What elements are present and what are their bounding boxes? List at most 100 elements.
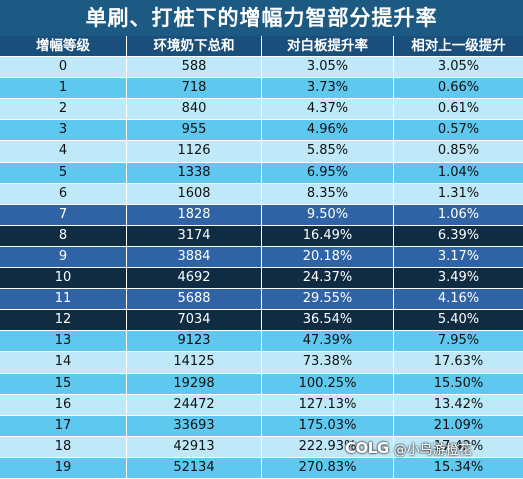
table-row: 2 840 4.37% 0.61% — [0, 99, 523, 121]
data-table: 增幅等级 环境奶下总和 对白板提升率 相对上一级提升 0 588 3.05% 3.05… — [0, 36, 523, 479]
cell-total: 3174 — [127, 225, 262, 246]
header-vs-base: 对白板提升率 — [262, 36, 394, 57]
cell-vs-prev: 0.85% — [437, 143, 480, 159]
cell-vs-base: 4.37% — [262, 99, 394, 120]
cell-vs-base: 5.85% — [262, 141, 394, 162]
cell-total: 1828 — [127, 204, 262, 225]
cell-vs-base: 4.96% — [262, 120, 394, 141]
cell-vs-prev: 4.16% — [437, 291, 480, 307]
table-row: 12 7034 36.54% 5.40% — [0, 310, 523, 332]
cell-vs-base: 8.35% — [262, 183, 394, 204]
cell-vs-prev: 1.04% — [437, 164, 480, 180]
cell-vs-prev: 3.49% — [437, 270, 480, 286]
cell-vs-base: 20.18% — [262, 246, 394, 268]
cell-total: 14125 — [127, 352, 262, 373]
cell-vs-base: 127.13% — [262, 394, 394, 415]
cell-vs-base: 73.38% — [262, 352, 394, 373]
cell-vs-prev: 13.42% — [433, 396, 484, 412]
table-row: 8 3174 16.49% 6.39% — [0, 225, 523, 247]
cell-vs-prev: 15.34% — [433, 459, 484, 475]
cell-vs-base: 16.49% — [262, 225, 394, 246]
table-row: 0 588 3.05% 3.05% — [0, 57, 523, 79]
cell-vs-base: 270.83% — [262, 457, 394, 478]
table-row: 16 24472 127.13% 13.42% — [0, 394, 523, 416]
table-row: 6 1608 8.35% 1.31% — [0, 183, 523, 205]
cell-vs-prev: 7.95% — [437, 333, 480, 349]
cell-level: 18 — [0, 436, 127, 457]
cell-vs-base: 29.55% — [262, 289, 394, 310]
cell-total: 4692 — [127, 268, 262, 289]
cell-vs-base: 36.54% — [262, 310, 394, 331]
cell-vs-base: 9.50% — [262, 204, 394, 225]
cell-level: 14 — [0, 352, 127, 373]
cell-level: 1 — [0, 78, 127, 99]
cell-total: 588 — [127, 57, 262, 78]
header-vs-prev: 相对上一级提升 — [411, 38, 506, 54]
table-body: 0 588 3.05% 3.05% 1 718 3.73% 0.66% 2 840 4.37% 0.6… — [0, 57, 523, 479]
cell-total: 24472 — [127, 394, 262, 415]
cell-vs-base: 175.03% — [262, 415, 394, 436]
cell-total: 3884 — [127, 246, 262, 268]
cell-level: 6 — [0, 183, 127, 204]
cell-total: 718 — [127, 78, 262, 99]
cell-level: 19 — [0, 457, 127, 478]
cell-total: 7034 — [127, 310, 262, 331]
table-header-row: 增幅等级 环境奶下总和 对白板提升率 相对上一级提升 — [0, 36, 523, 58]
cell-total: 33693 — [127, 415, 262, 436]
cell-vs-prev: 0.61% — [437, 101, 480, 117]
cell-total: 1608 — [127, 183, 262, 204]
cell-level: 16 — [0, 394, 127, 415]
cell-vs-prev: 15.50% — [433, 375, 484, 391]
cell-level: 13 — [0, 331, 127, 352]
cell-total: 52134 — [127, 457, 262, 478]
cell-total: 840 — [127, 99, 262, 120]
cell-total: 19298 — [127, 373, 262, 394]
cell-level: 2 — [0, 99, 127, 120]
cell-level: 8 — [0, 225, 127, 246]
cell-level: 7 — [0, 204, 127, 225]
cell-vs-prev: 3.05% — [437, 59, 480, 75]
table-row: 19 52134 270.83% 15.34% — [0, 457, 523, 479]
cell-total: 5688 — [127, 289, 262, 310]
cell-vs-prev: 0.57% — [437, 122, 480, 138]
header-level: 增幅等级 — [0, 36, 127, 57]
table-row: 9 3884 20.18% 3.17% — [0, 246, 523, 269]
cell-vs-base: 222.93% — [262, 436, 394, 457]
cell-vs-prev: 1.31% — [437, 185, 480, 201]
cell-level: 10 — [0, 268, 127, 289]
table-row: 15 19298 100.25% 15.50% — [0, 373, 523, 395]
cell-vs-base: 100.25% — [262, 373, 394, 394]
cell-level: 17 — [0, 415, 127, 436]
cell-vs-prev: 0.66% — [437, 80, 480, 96]
cell-vs-prev: 3.17% — [437, 248, 480, 264]
table-row: 3 955 4.96% 0.57% — [0, 120, 523, 142]
cell-total: 9123 — [127, 331, 262, 352]
cell-vs-base: 47.39% — [262, 331, 394, 352]
cell-level: 5 — [0, 162, 127, 183]
cell-vs-prev: 17.42% — [433, 438, 484, 454]
table-row: 11 5688 29.55% 4.16% — [0, 289, 523, 311]
cell-vs-prev: 1.06% — [437, 206, 480, 222]
cell-vs-prev: 17.63% — [433, 354, 484, 370]
cell-level: 12 — [0, 310, 127, 331]
cell-total: 955 — [127, 120, 262, 141]
cell-vs-base: 3.73% — [262, 78, 394, 99]
cell-vs-base: 24.37% — [262, 268, 394, 289]
table-row: 4 1126 5.85% 0.85% — [0, 141, 523, 163]
table-row: 5 1338 6.95% 1.04% — [0, 162, 523, 184]
table-row: 1 718 3.73% 0.66% — [0, 78, 523, 100]
header-total: 环境奶下总和 — [127, 36, 262, 57]
cell-total: 1126 — [127, 141, 262, 162]
cell-total: 1338 — [127, 162, 262, 183]
table-title: 单刷、打桩下的增幅力智部分提升率 — [0, 0, 523, 36]
cell-level: 11 — [0, 289, 127, 310]
table-row: 7 1828 9.50% 1.06% — [0, 204, 523, 226]
table-row: 18 42913 222.93% 17.42% — [0, 436, 523, 458]
cell-vs-prev: 5.40% — [437, 312, 480, 328]
cell-vs-base: 6.95% — [262, 162, 394, 183]
table-row: 13 9123 47.39% 7.95% — [0, 331, 523, 353]
cell-vs-prev: 6.39% — [437, 227, 480, 243]
cell-vs-base: 3.05% — [262, 57, 394, 78]
table-row: 17 33693 175.03% 21.09% — [0, 415, 523, 437]
